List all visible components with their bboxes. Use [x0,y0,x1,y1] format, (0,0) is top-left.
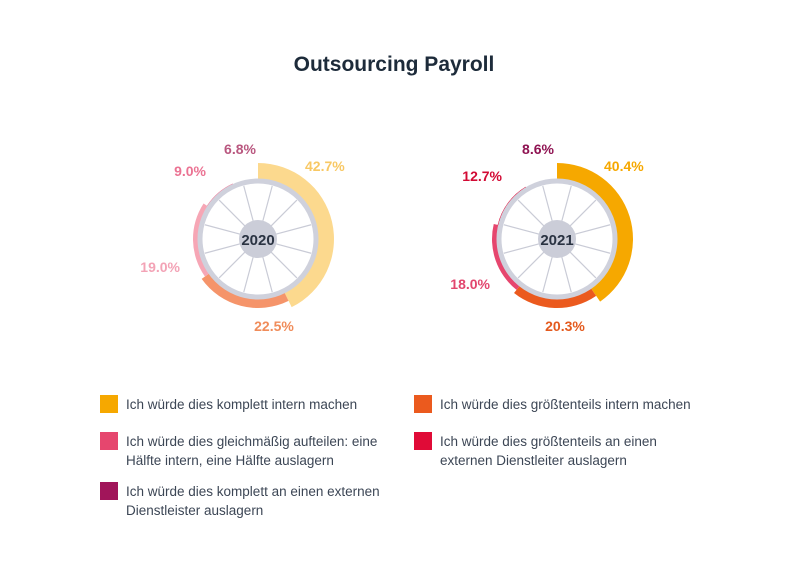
legend-label: Ich würde dies komplett an einen externe… [126,484,380,518]
donut-2020: 2020 42.7% 22.5% 19.0% 9.0% 6.8% [140,141,345,334]
value-label-2021-gleichmaessig: 18.0% [450,276,490,292]
legend-label: Ich würde dies gleichmäßig aufteilen: ei… [126,434,378,468]
value-label-2021-groesstenteils-extern: 12.7% [462,168,502,184]
spoke [561,256,572,293]
legend-label: Ich würde dies größtenteils an einen ext… [440,434,657,468]
legend-swatch [100,432,118,450]
legend-swatch [414,395,432,413]
slice-2021-gleichmaessig [491,224,520,290]
spoke [243,185,254,222]
legend-swatch [414,432,432,450]
spoke [542,256,553,293]
spoke [275,243,312,254]
spoke [218,251,246,279]
legend-item-komplett-extern: Ich würde dies komplett an einen externe… [100,482,400,520]
value-label-2021-komplett-intern: 40.4% [604,158,644,174]
spoke [262,185,273,222]
center-hub [538,220,576,258]
legend-item-komplett-intern: Ich würde dies komplett intern machen [100,395,390,414]
grey-ring [197,178,319,300]
donut-2021: 2021 40.4% 20.3% 18.0% 12.7% 8.6% [450,141,644,334]
spoke [270,199,298,227]
value-label-2020-groesstenteils-extern: 9.0% [174,163,206,179]
spoke [561,185,572,222]
legend-swatch [100,395,118,413]
spoke [517,199,545,227]
spoke [569,199,597,227]
value-label-2020-komplett-extern: 6.8% [224,141,256,157]
spoke [517,251,545,279]
legend-item-gleichmaessig: Ich würde dies gleichmäßig aufteilen: ei… [100,432,390,470]
spoke [218,199,246,227]
value-label-2020-groesstenteils-intern: 22.5% [254,318,294,334]
spoke [204,224,241,235]
slice-2021-groesstenteils-intern [514,285,597,308]
value-label-2020-komplett-intern: 42.7% [305,158,345,174]
slice-2020-komplett-intern [258,163,334,308]
legend-label: Ich würde dies größtenteils intern mache… [440,397,691,412]
spoke [542,185,553,222]
spoke [503,224,540,235]
value-label-2020-gleichmaessig: 19.0% [140,259,180,275]
year-label-2021: 2021 [540,232,573,249]
value-label-2021-groesstenteils-intern: 20.3% [545,318,585,334]
chart-title: Outsourcing Payroll [293,53,495,76]
slice-2020-groesstenteils-intern [201,273,289,309]
spoke [574,243,611,254]
legend-swatch [100,482,118,500]
spoke [243,256,254,293]
spoke [569,251,597,279]
spoke [275,224,312,235]
spoke [204,243,241,254]
year-label-2020: 2020 [241,232,274,249]
legend-item-groesstenteils-intern: Ich würde dies größtenteils intern mache… [414,395,714,414]
spoke [262,256,273,293]
center-hub [239,220,277,258]
slice-2020-gleichmaessig [192,203,210,277]
spoke [574,224,611,235]
spoke [503,243,540,254]
spoke [270,251,298,279]
grey-ring [496,178,618,300]
legend-item-groesstenteils-extern: Ich würde dies größtenteils an einen ext… [414,432,704,470]
value-label-2021-komplett-extern: 8.6% [522,141,554,157]
legend-label: Ich würde dies komplett intern machen [126,397,358,412]
slice-2021-komplett-intern [557,163,633,302]
